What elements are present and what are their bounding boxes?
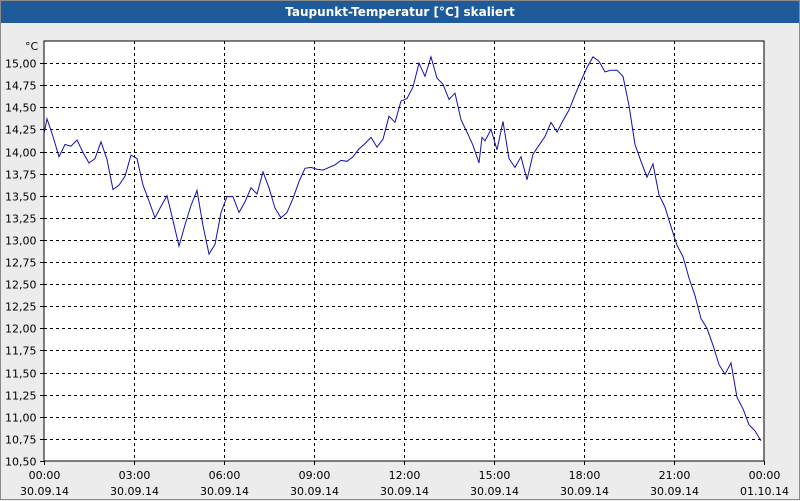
x-tick-time-label: 15:00 xyxy=(479,469,511,482)
y-tick-label: 15,00 xyxy=(5,58,37,71)
x-tick-date-label: 30.09.14 xyxy=(650,485,699,498)
x-tick-time-label: 18:00 xyxy=(569,469,601,482)
x-tick-date-label: 30.09.14 xyxy=(290,485,339,498)
y-tick-label: 14,50 xyxy=(5,102,37,115)
x-tick-time-label: 00:00 xyxy=(749,469,781,482)
y-tick-label: 12,00 xyxy=(5,323,37,336)
y-tick-label: 13,25 xyxy=(5,213,37,226)
y-tick-label: 11,00 xyxy=(5,412,37,425)
y-tick-label: 12,75 xyxy=(5,257,37,270)
y-tick-label: 11,50 xyxy=(5,368,37,381)
y-tick-label: 11,75 xyxy=(5,345,37,358)
y-axis-unit-label: °C xyxy=(25,40,39,53)
y-tick-label: 14,25 xyxy=(5,124,37,137)
dewpoint-series-line xyxy=(43,55,762,441)
y-tick-label: 10,50 xyxy=(5,456,37,469)
chart-title: Taupunkt-Temperatur [°C] skaliert xyxy=(1,1,799,23)
y-tick-label: 13,00 xyxy=(5,235,37,248)
x-tick-time-label: 09:00 xyxy=(299,469,331,482)
y-tick-label: 10,75 xyxy=(5,434,37,447)
y-tick-label: 12,25 xyxy=(5,301,37,314)
x-tick-date-label: 30.09.14 xyxy=(470,485,519,498)
y-tick-label: 13,50 xyxy=(5,191,37,204)
x-tick-time-label: 21:00 xyxy=(659,469,691,482)
x-tick-time-label: 06:00 xyxy=(209,469,241,482)
x-tick-time-label: 12:00 xyxy=(389,469,421,482)
y-tick-label: 13,75 xyxy=(5,169,37,182)
x-tick-date-label: 30.09.14 xyxy=(560,485,609,498)
y-tick-label: 12,50 xyxy=(5,279,37,292)
x-tick-date-label: 30.09.14 xyxy=(110,485,159,498)
x-tick-time-label: 03:00 xyxy=(119,469,151,482)
x-tick-date-label: 01.10.14 xyxy=(740,485,789,498)
y-tick-label: 14,00 xyxy=(5,147,37,160)
x-tick-date-label: 30.09.14 xyxy=(200,485,249,498)
y-tick-label: 14,75 xyxy=(5,80,37,93)
x-tick-date-label: 30.09.14 xyxy=(20,485,69,498)
x-tick-time-label: 00:00 xyxy=(29,469,61,482)
y-tick-label: 11,25 xyxy=(5,390,37,403)
x-tick-date-label: 30.09.14 xyxy=(380,485,429,498)
